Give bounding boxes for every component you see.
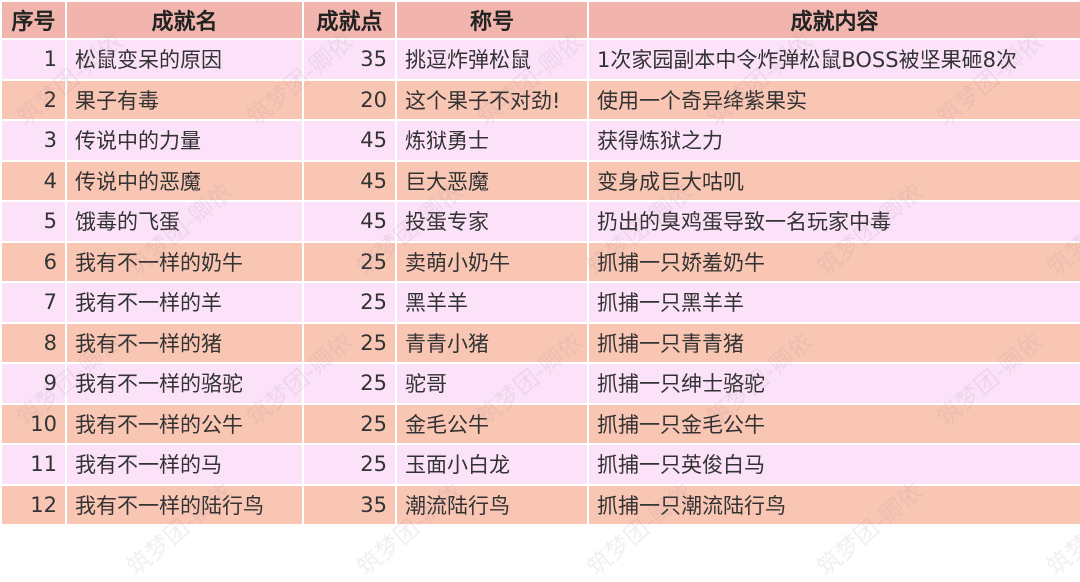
cell-index: 12 bbox=[0, 483, 67, 526]
cell-name: 传说中的恶魔 bbox=[65, 159, 304, 202]
cell-title: 巨大恶魔 bbox=[395, 159, 589, 202]
header-index: 序号 bbox=[0, 0, 67, 40]
cell-content: 抓捕一只潮流陆行鸟 bbox=[587, 483, 1080, 526]
cell-title: 投蛋专家 bbox=[395, 200, 589, 243]
cell-points: 25 bbox=[302, 240, 397, 283]
cell-content: 抓捕一只绅士骆驼 bbox=[587, 362, 1080, 405]
cell-title: 玉面小白龙 bbox=[395, 443, 589, 486]
cell-index: 10 bbox=[0, 402, 67, 445]
table-row: 6 我有不一样的奶牛 25 卖萌小奶牛 抓捕一只娇羞奶牛 bbox=[0, 240, 1080, 283]
header-content: 成就内容 bbox=[587, 0, 1080, 40]
cell-content: 扔出的臭鸡蛋导致一名玩家中毒 bbox=[587, 200, 1080, 243]
cell-name: 我有不一样的奶牛 bbox=[65, 240, 304, 283]
cell-points: 45 bbox=[302, 159, 397, 202]
header-name: 成就名 bbox=[65, 0, 304, 40]
table-row: 2 果子有毒 20 这个果子不对劲! 使用一个奇异绛紫果实 bbox=[0, 78, 1080, 121]
cell-content: 抓捕一只娇羞奶牛 bbox=[587, 240, 1080, 283]
cell-index: 1 bbox=[0, 38, 67, 81]
cell-content: 抓捕一只英俊白马 bbox=[587, 443, 1080, 486]
table-row: 4 传说中的恶魔 45 巨大恶魔 变身成巨大咕叽 bbox=[0, 159, 1080, 202]
cell-name: 松鼠变呆的原因 bbox=[65, 38, 304, 81]
cell-index: 8 bbox=[0, 321, 67, 364]
cell-name: 我有不一样的陆行鸟 bbox=[65, 483, 304, 526]
cell-points: 25 bbox=[302, 321, 397, 364]
cell-title: 这个果子不对劲! bbox=[395, 78, 589, 121]
cell-points: 25 bbox=[302, 402, 397, 445]
cell-name: 我有不一样的羊 bbox=[65, 281, 304, 324]
cell-content: 抓捕一只金毛公牛 bbox=[587, 402, 1080, 445]
table-row: 9 我有不一样的骆驼 25 驼哥 抓捕一只绅士骆驼 bbox=[0, 362, 1080, 405]
cell-content: 使用一个奇异绛紫果实 bbox=[587, 78, 1080, 121]
cell-points: 25 bbox=[302, 362, 397, 405]
cell-points: 25 bbox=[302, 281, 397, 324]
cell-title: 卖萌小奶牛 bbox=[395, 240, 589, 283]
header-points: 成就点 bbox=[302, 0, 397, 40]
cell-index: 6 bbox=[0, 240, 67, 283]
header-row: 序号 成就名 成就点 称号 成就内容 bbox=[0, 0, 1080, 40]
cell-content: 变身成巨大咕叽 bbox=[587, 159, 1080, 202]
table-row: 8 我有不一样的猪 25 青青小猪 抓捕一只青青猪 bbox=[0, 321, 1080, 364]
table-row: 5 饿毒的飞蛋 45 投蛋专家 扔出的臭鸡蛋导致一名玩家中毒 bbox=[0, 200, 1080, 243]
cell-name: 我有不一样的猪 bbox=[65, 321, 304, 364]
cell-name: 我有不一样的马 bbox=[65, 443, 304, 486]
cell-points: 25 bbox=[302, 443, 397, 486]
cell-index: 5 bbox=[0, 200, 67, 243]
table-row: 10 我有不一样的公牛 25 金毛公牛 抓捕一只金毛公牛 bbox=[0, 402, 1080, 445]
cell-points: 20 bbox=[302, 78, 397, 121]
cell-title: 黑羊羊 bbox=[395, 281, 589, 324]
cell-index: 7 bbox=[0, 281, 67, 324]
cell-title: 青青小猪 bbox=[395, 321, 589, 364]
cell-name: 饿毒的飞蛋 bbox=[65, 200, 304, 243]
table-row: 1 松鼠变呆的原因 35 挑逗炸弹松鼠 1次家园副本中令炸弹松鼠BOSS被坚果砸8次 bbox=[0, 38, 1080, 81]
table-row: 3 传说中的力量 45 炼狱勇士 获得炼狱之力 bbox=[0, 119, 1080, 162]
cell-points: 35 bbox=[302, 483, 397, 526]
cell-name: 传说中的力量 bbox=[65, 119, 304, 162]
cell-points: 45 bbox=[302, 119, 397, 162]
cell-points: 45 bbox=[302, 200, 397, 243]
cell-index: 3 bbox=[0, 119, 67, 162]
cell-name: 果子有毒 bbox=[65, 78, 304, 121]
cell-index: 11 bbox=[0, 443, 67, 486]
cell-content: 抓捕一只黑羊羊 bbox=[587, 281, 1080, 324]
cell-name: 我有不一样的公牛 bbox=[65, 402, 304, 445]
achievements-table: 序号 成就名 成就点 称号 成就内容 1 松鼠变呆的原因 35 挑逗炸弹松鼠 1次家园副… bbox=[0, 0, 1080, 526]
cell-title: 驼哥 bbox=[395, 362, 589, 405]
cell-index: 4 bbox=[0, 159, 67, 202]
cell-content: 1次家园副本中令炸弹松鼠BOSS被坚果砸8次 bbox=[587, 38, 1080, 81]
cell-title: 潮流陆行鸟 bbox=[395, 483, 589, 526]
table-row: 7 我有不一样的羊 25 黑羊羊 抓捕一只黑羊羊 bbox=[0, 281, 1080, 324]
table-row: 12 我有不一样的陆行鸟 35 潮流陆行鸟 抓捕一只潮流陆行鸟 bbox=[0, 483, 1080, 526]
cell-title: 挑逗炸弹松鼠 bbox=[395, 38, 589, 81]
cell-index: 2 bbox=[0, 78, 67, 121]
cell-title: 炼狱勇士 bbox=[395, 119, 589, 162]
cell-points: 35 bbox=[302, 38, 397, 81]
table-row: 11 我有不一样的马 25 玉面小白龙 抓捕一只英俊白马 bbox=[0, 443, 1080, 486]
cell-content: 抓捕一只青青猪 bbox=[587, 321, 1080, 364]
header-title: 称号 bbox=[395, 0, 589, 40]
cell-title: 金毛公牛 bbox=[395, 402, 589, 445]
cell-content: 获得炼狱之力 bbox=[587, 119, 1080, 162]
cell-name: 我有不一样的骆驼 bbox=[65, 362, 304, 405]
cell-index: 9 bbox=[0, 362, 67, 405]
